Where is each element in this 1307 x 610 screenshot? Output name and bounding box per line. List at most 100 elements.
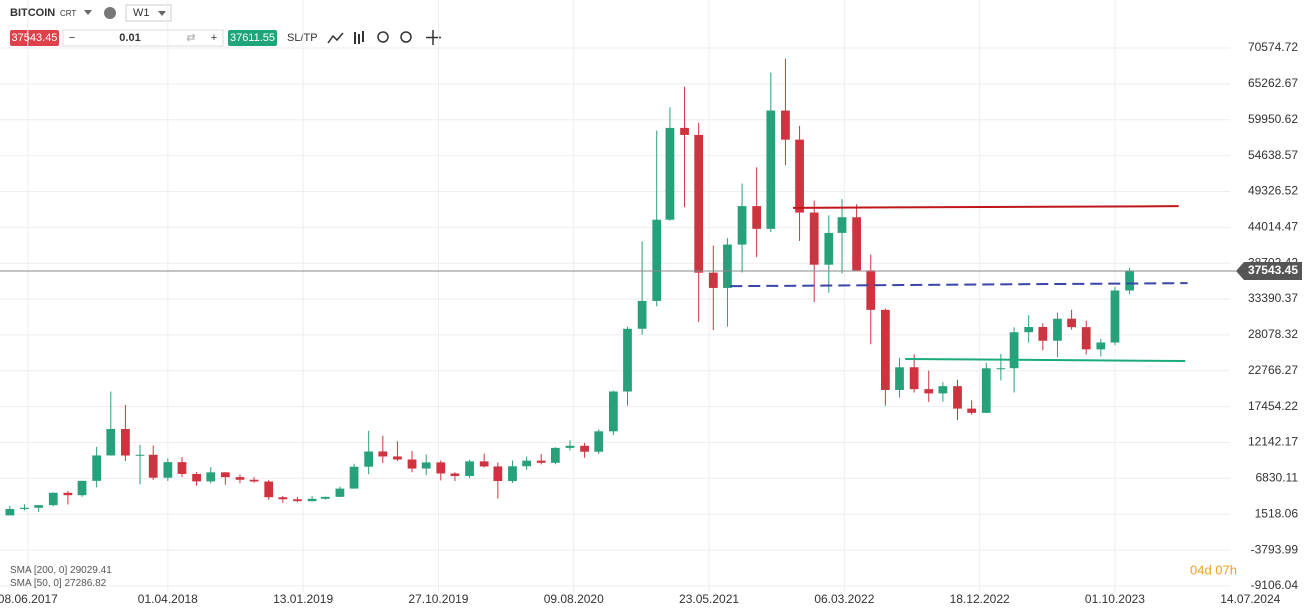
candle-body (436, 462, 446, 474)
level-line (792, 205, 1179, 209)
price-label: 37543.45 (1248, 263, 1298, 277)
dropdown-arrow[interactable] (84, 10, 92, 15)
candle-body (493, 466, 503, 482)
candle-body (465, 461, 474, 476)
x-tick-label: 27.10.2019 (408, 592, 468, 606)
y-tick-label: 33390.37 (1248, 291, 1298, 305)
buy-price[interactable]: 37611.55 (230, 32, 275, 44)
candle-body (809, 212, 819, 265)
candle-body (335, 488, 345, 497)
candle-body (278, 497, 288, 500)
candle-body (623, 328, 632, 392)
candle-body (996, 368, 1006, 370)
line-tool[interactable] (327, 32, 344, 44)
buy-button[interactable] (228, 30, 277, 46)
zoom-out[interactable] (377, 31, 389, 43)
candle-body (1096, 342, 1106, 350)
x-tick-label: 09.08.2020 (544, 592, 604, 606)
timeframe[interactable]: W1 (133, 7, 150, 19)
swap-icon[interactable]: ⇄ (186, 32, 195, 44)
candle-body (909, 367, 919, 390)
timeframe-select[interactable] (125, 4, 172, 22)
candle-body (694, 134, 704, 273)
info-icon[interactable] (104, 7, 116, 19)
sell-button[interactable] (10, 30, 59, 46)
candle-body (307, 498, 317, 502)
candle-body (77, 480, 87, 496)
chart-type-tool[interactable] (354, 31, 364, 44)
candle-body (1125, 271, 1134, 291)
x-tick-label: 18.12.2022 (950, 592, 1010, 606)
price-label-box (1236, 262, 1302, 281)
y-tick-label: -9106.04 (1251, 578, 1299, 592)
indicator-legend: SMA [200, 0] 29029.41 (10, 565, 112, 576)
y-tick-label: 59950.62 (1248, 112, 1298, 126)
symbol[interactable]: BITCOIN (10, 7, 55, 19)
indicator-name: SMA [200, 0] (10, 565, 67, 576)
candle-body (708, 272, 718, 288)
x-tick-label: 06.03.2022 (814, 592, 874, 606)
lot-input[interactable] (62, 29, 224, 47)
plus[interactable]: + (211, 32, 217, 44)
lot-value[interactable]: 0.01 (119, 32, 140, 44)
candle-body (48, 492, 58, 506)
candle-body (5, 508, 15, 516)
zoom-in[interactable] (400, 31, 412, 43)
y-tick-label: 12142.17 (1248, 435, 1298, 449)
candle-body (235, 477, 245, 480)
candle-body (594, 431, 604, 452)
candle-body (924, 389, 934, 394)
y-tick-label: 28078.32 (1248, 327, 1298, 341)
candle-body (967, 408, 977, 413)
candle-body (106, 428, 116, 456)
candle-body (837, 217, 847, 233)
candle-body (680, 127, 689, 135)
candle-body (92, 455, 102, 481)
candle-body (135, 454, 145, 456)
level-line (730, 282, 1188, 288)
candle-body (1081, 327, 1091, 350)
candle-body (866, 270, 876, 310)
candle-body (121, 428, 130, 456)
indicator-legend: SMA [50, 0] 27286.82 (10, 578, 107, 589)
minus[interactable]: − (69, 32, 75, 44)
y-tick-label: 54638.57 (1248, 148, 1298, 162)
candle-body (249, 479, 259, 482)
candle-body (580, 445, 589, 452)
y-tick-label: 49326.52 (1248, 184, 1298, 198)
y-tick-label: 70574.72 (1248, 40, 1298, 54)
candle-body (824, 232, 834, 265)
sltp-button[interactable]: SL/TP (287, 32, 318, 44)
candle-body (665, 127, 675, 220)
candle-body (479, 461, 489, 467)
candle-body (163, 462, 173, 478)
toolbar: BITCOIN CRT W1 37543.45 − 0.01 ⇄ + 37611… (10, 4, 441, 47)
candle-body (766, 110, 776, 229)
candle-body (264, 481, 274, 498)
candle-body (852, 217, 861, 271)
x-tick-label: 01.10.2023 (1085, 592, 1145, 606)
level-line (905, 358, 1186, 362)
sell-price[interactable]: 37543.45 (12, 32, 58, 44)
candle-body (1024, 327, 1034, 333)
candle-body (752, 206, 762, 229)
x-tick-label: 01.04.2018 (138, 592, 198, 606)
indicator-value: 27286.82 (64, 578, 106, 589)
x-tick-label: 08.06.2017 (0, 592, 58, 606)
candle-body (177, 462, 187, 474)
y-tick-label: 1518.06 (1255, 506, 1299, 520)
candle-body (1038, 327, 1048, 341)
candle-body (20, 507, 29, 509)
candle-body (1110, 290, 1120, 343)
y-tick-label: 17454.22 (1248, 399, 1298, 413)
candle-body (63, 492, 73, 496)
indicator-name: SMA [50, 0] (10, 578, 62, 589)
candle-body (293, 499, 302, 502)
bar-timer: 04d 07h (1190, 562, 1237, 577)
candle-body (450, 473, 460, 476)
candle-body (981, 368, 991, 413)
candle-body (378, 451, 388, 457)
x-tick-label: 23.05.2021 (679, 592, 739, 606)
x-tick-label: 13.01.2019 (273, 592, 333, 606)
